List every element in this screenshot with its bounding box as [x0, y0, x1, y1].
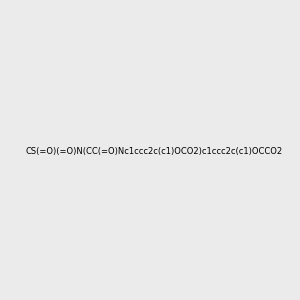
Text: CS(=O)(=O)N(CC(=O)Nc1ccc2c(c1)OCO2)c1ccc2c(c1)OCCO2: CS(=O)(=O)N(CC(=O)Nc1ccc2c(c1)OCO2)c1ccc…	[25, 147, 282, 156]
